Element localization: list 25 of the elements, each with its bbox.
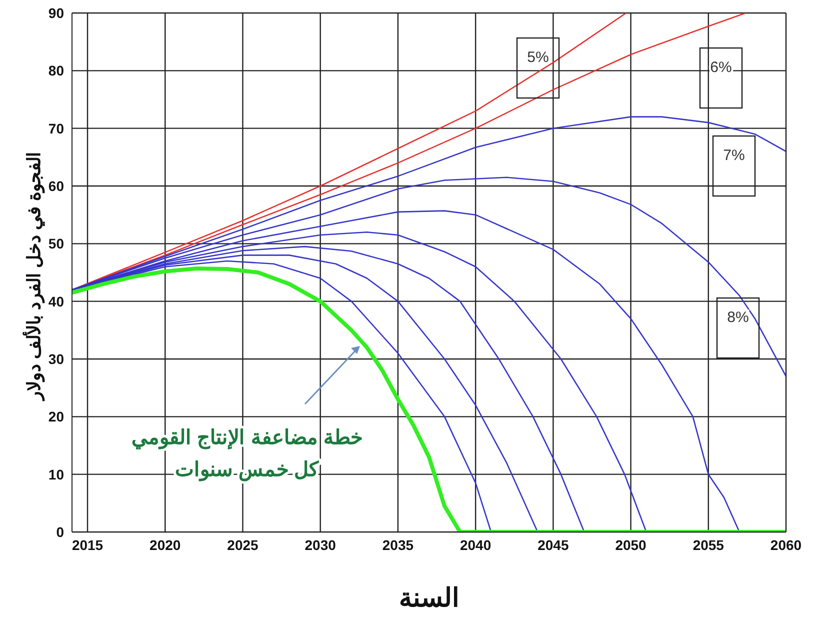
y-axis-title: الفجوة في دخل الفرد بالألف دولار bbox=[22, 152, 45, 402]
annotation: 5% bbox=[527, 49, 549, 66]
x-tick-label: 2035 bbox=[382, 536, 414, 553]
annotation: 8% bbox=[727, 309, 749, 326]
y-tick-label: 90 bbox=[48, 4, 64, 21]
x-tick-label: 2045 bbox=[538, 536, 569, 553]
y-tick-label: 30 bbox=[48, 350, 64, 367]
y-tick-label: 80 bbox=[48, 62, 64, 79]
x-tick-label: 2020 bbox=[150, 536, 181, 553]
y-tick-label: 70 bbox=[48, 120, 64, 136]
x-tick-label: 2050 bbox=[615, 536, 647, 553]
x-tick-label: 2040 bbox=[460, 536, 492, 553]
y-tick-label: 10 bbox=[48, 466, 64, 482]
y-tick-label: 50 bbox=[48, 236, 64, 252]
x-axis-title: السنة bbox=[399, 582, 459, 612]
x-tick-label: 2015 bbox=[72, 536, 104, 553]
y-tick-label: 20 bbox=[48, 408, 64, 425]
y-tick-label: 60 bbox=[48, 178, 64, 194]
x-tick-label: 2030 bbox=[304, 536, 336, 553]
y-tick-label: 40 bbox=[48, 293, 64, 310]
y-tick-label: 0 bbox=[56, 524, 64, 540]
x-tick-label: 2055 bbox=[692, 536, 724, 553]
x-tick-label: 2060 bbox=[770, 536, 802, 553]
annotation: 7% bbox=[723, 147, 745, 164]
x-tick-label: 2025 bbox=[227, 536, 259, 553]
